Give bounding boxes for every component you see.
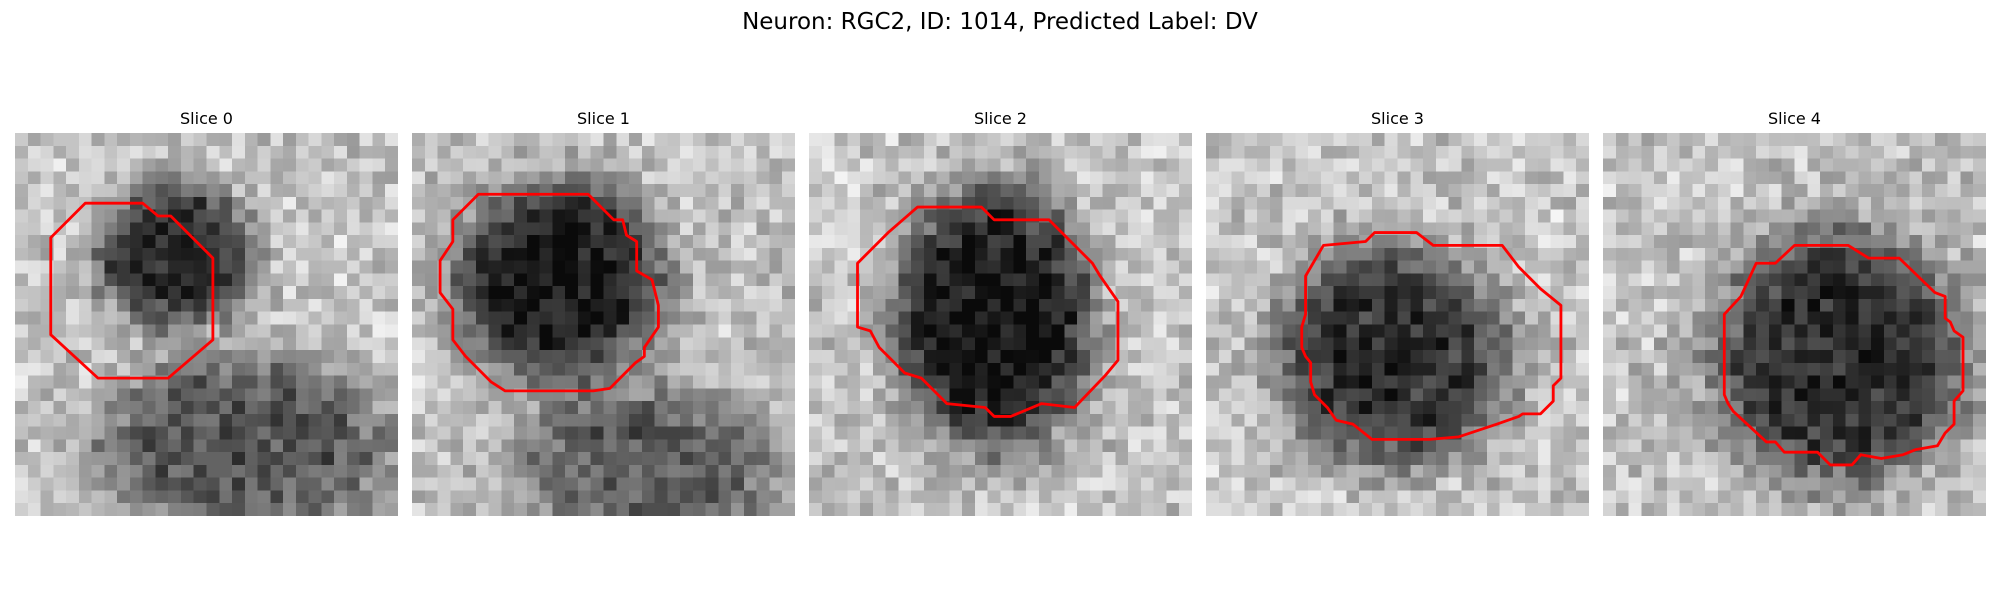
slice-title-1: Slice 1: [577, 109, 630, 128]
slice-title-3: Slice 3: [1371, 109, 1424, 128]
slice-title-2: Slice 2: [974, 109, 1027, 128]
slice-title-0: Slice 0: [180, 109, 233, 128]
slice-image-1: [412, 133, 795, 516]
slice-panel-2: Slice 2: [809, 108, 1192, 518]
segmentation-contour-2: [856, 205, 1120, 418]
segmentation-contour-1: [438, 192, 660, 393]
segmentation-contour-0: [49, 201, 215, 380]
slice-panel-3: Slice 3: [1206, 108, 1589, 518]
segmentation-contour-4: [1722, 243, 1965, 467]
slice-title-4: Slice 4: [1768, 109, 1821, 128]
segmentation-contour-3: [1300, 231, 1563, 441]
figure-title: Neuron: RGC2, ID: 1014, Predicted Label:…: [742, 9, 1258, 35]
slice-image-0: [15, 133, 398, 516]
slice-image-3: [1206, 133, 1589, 516]
slice-panel-4: Slice 4: [1603, 108, 1986, 518]
slice-panel-0: Slice 0: [15, 108, 398, 518]
slice-image-2: [809, 133, 1192, 516]
slice-image-4: [1603, 133, 1986, 516]
slice-panel-1: Slice 1: [412, 108, 795, 518]
